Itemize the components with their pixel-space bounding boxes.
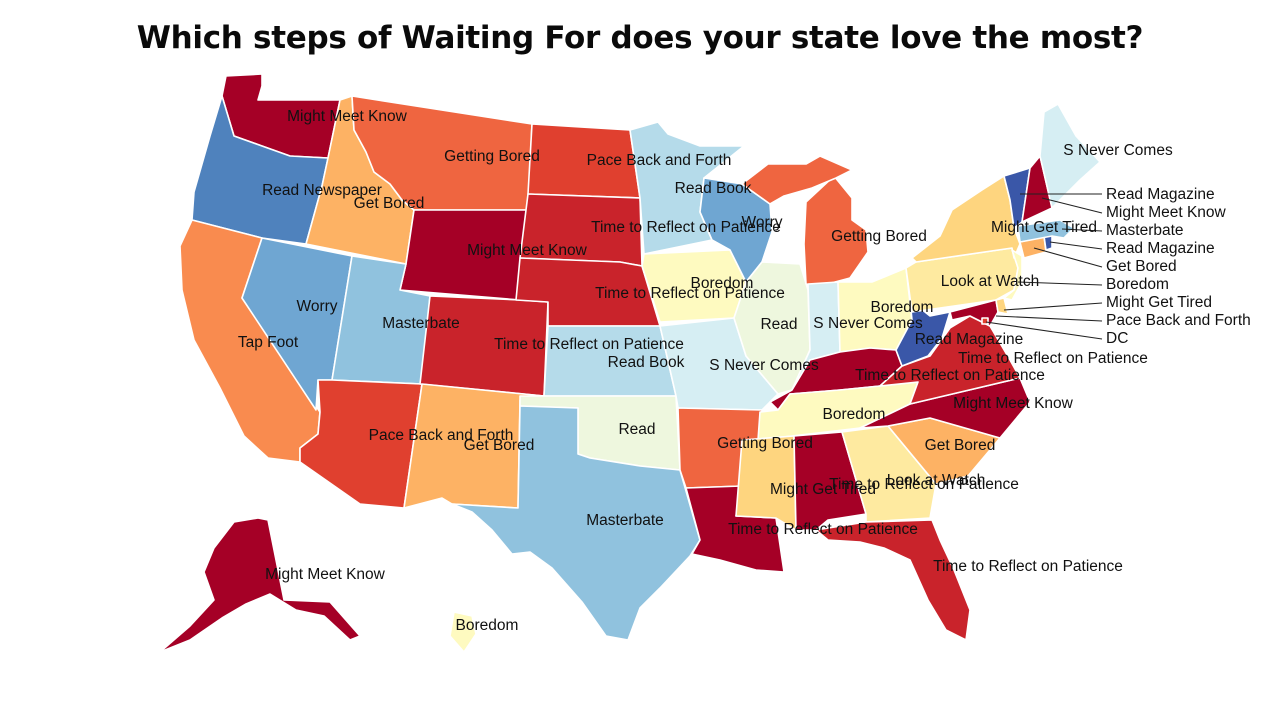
state-label-HI: Boredom — [456, 617, 519, 634]
state-label-ND: Pace Back and Forth — [587, 152, 732, 169]
state-label-NH: Might Meet Know — [1106, 204, 1227, 221]
state-label-KY: Time to Reflect on Patience — [855, 367, 1045, 384]
state-label-IN: S Never Comes — [813, 315, 923, 332]
state-label-WI: Worry — [741, 214, 782, 231]
state-label-TX: Masterbate — [586, 512, 664, 529]
state-label-SD: Time to Reflect on Patience — [591, 219, 781, 236]
state-label-WY: Might Meet Know — [467, 242, 588, 259]
state-label-AR: Getting Bored — [717, 435, 813, 452]
leader-line — [1003, 302, 1103, 311]
state-label-AL: Time to Reflect on Patience — [829, 476, 1019, 493]
state-label-IA: Boredom — [691, 275, 754, 292]
state-label-SC: Get Bored — [925, 437, 996, 454]
state-MS — [735, 435, 797, 531]
leader-line — [1017, 281, 1103, 286]
state-label-RI: Read Magazine — [1106, 240, 1215, 257]
state-label-MO: S Never Comes — [709, 357, 819, 374]
state-VT — [1003, 167, 1031, 229]
state-label-PA: Look at Watch — [941, 273, 1040, 290]
state-label-WV: Read Magazine — [915, 331, 1024, 348]
state-MA — [1017, 219, 1075, 243]
state-WY — [399, 209, 529, 301]
state-NJ — [1003, 249, 1023, 301]
state-FL — [815, 519, 971, 641]
state-label-AZ: Pace Back and Forth — [369, 427, 514, 444]
state-label-NV: Worry — [296, 298, 337, 315]
state-HI — [449, 611, 477, 653]
states-layer — [159, 73, 1101, 653]
state-label-NJ: Boredom — [1106, 276, 1169, 293]
state-label-DE: Might Get Tired — [1106, 294, 1212, 311]
label-leader-lines — [985, 193, 1103, 340]
state-label-MS: Might Get Tired — [770, 481, 876, 498]
leader-line — [1041, 197, 1103, 214]
state-AK — [159, 517, 361, 653]
state-label-MD: Pace Back and Forth — [1106, 312, 1251, 329]
state-label-FL: Time to Reflect on Patience — [933, 558, 1123, 575]
state-label-OH: Boredom — [871, 299, 934, 316]
leader-line — [1061, 228, 1103, 232]
state-MI — [803, 175, 869, 287]
leader-line — [1033, 247, 1103, 268]
state-label-IL: Read — [760, 316, 797, 333]
state-DE — [995, 297, 1009, 315]
state-label-OR: Read Newspaper — [262, 182, 382, 199]
state-label-UT: Masterbate — [382, 315, 460, 332]
state-label-GA: Look at Watch — [887, 472, 986, 489]
state-label-CT: Get Bored — [1106, 258, 1177, 275]
state-label-NY: Might Get Tired — [991, 219, 1097, 236]
leader-line — [985, 321, 1103, 340]
state-label-MN: Read Book — [675, 180, 752, 197]
state-label-VA: Time to Reflect on Patience — [958, 350, 1148, 367]
state-label-ID: Get Bored — [354, 195, 425, 212]
leader-line — [995, 315, 1103, 322]
state-label-AK: Might Meet Know — [265, 566, 386, 583]
state-labels: Might Meet Know Read Newspaper Tap Foot Wor… — [238, 108, 1251, 634]
state-label-TN: Boredom — [823, 406, 886, 423]
state-label-DC: DC — [1106, 330, 1128, 347]
state-label-NE: Time to Reflect on Patience — [595, 285, 785, 302]
state-label-WA: Might Meet Know — [287, 108, 408, 125]
state-label-OK: Read — [618, 421, 655, 438]
state-ME — [1039, 103, 1101, 209]
map-title: Which steps of Waiting For does your sta… — [136, 20, 1144, 56]
state-label-MT: Getting Bored — [444, 148, 540, 165]
leader-line — [1049, 241, 1103, 250]
state-label-LA: Time to Reflect on Patience — [728, 521, 918, 538]
state-label-NC: Might Meet Know — [953, 395, 1074, 412]
state-label-VT: Read Magazine — [1106, 186, 1215, 203]
state-MI-UP — [741, 155, 853, 205]
state-DC — [981, 317, 989, 325]
state-label-MI: Getting Bored — [831, 228, 927, 245]
state-label-ME: S Never Comes — [1063, 142, 1173, 159]
state-label-CO: Time to Reflect on Patience — [494, 336, 684, 353]
state-label-CA: Tap Foot — [238, 334, 299, 351]
state-label-NM: Get Bored — [464, 437, 535, 454]
state-label-MA: Masterbate — [1106, 222, 1184, 239]
state-TX — [451, 405, 701, 641]
state-label-KS: Read Book — [608, 354, 685, 371]
